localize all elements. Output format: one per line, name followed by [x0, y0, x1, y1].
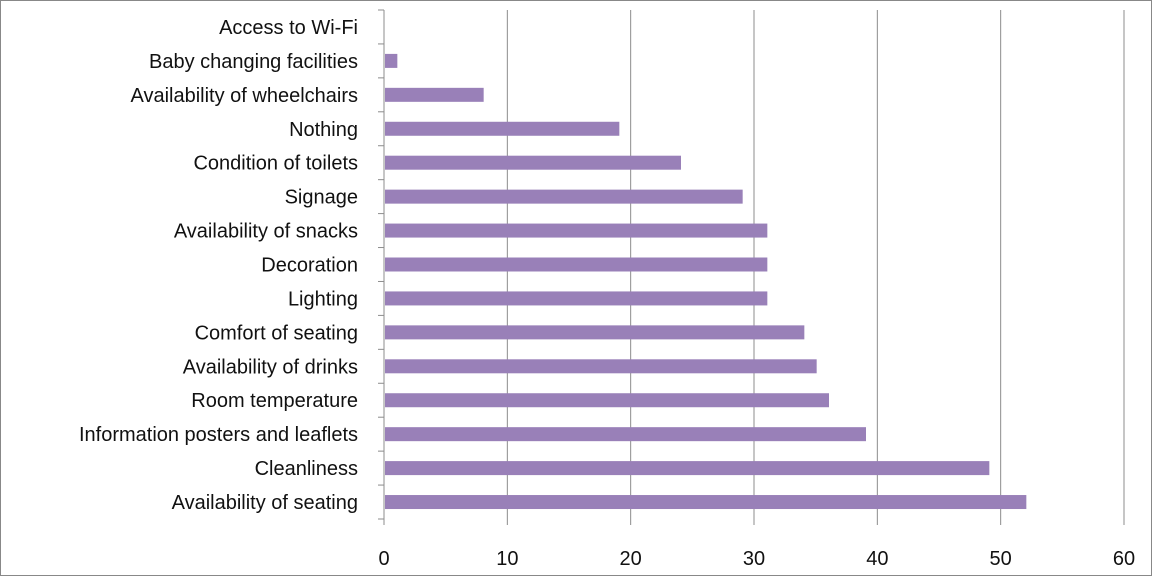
- category-label: Availability of snacks: [174, 221, 358, 243]
- bar: [385, 393, 829, 408]
- category-label: Information posters and leaflets: [79, 424, 358, 446]
- bar: [385, 359, 817, 374]
- bar: [385, 189, 743, 204]
- x-tick-labels: 0 10 20 30 40 50 60: [378, 548, 1135, 570]
- category-label: Baby changing facilities: [149, 51, 358, 73]
- bar: [385, 121, 620, 136]
- bar: [385, 427, 866, 442]
- x-tick-label: 0: [378, 548, 389, 570]
- x-tick-label: 60: [1113, 548, 1135, 570]
- category-label: Nothing: [289, 119, 358, 141]
- bar: [385, 223, 768, 238]
- axes: [378, 9, 385, 525]
- category-label: Cleanliness: [255, 458, 358, 480]
- x-tick-label: 10: [496, 548, 518, 570]
- bar: [385, 257, 768, 272]
- category-label: Lighting: [288, 288, 358, 310]
- category-label: Condition of toilets: [193, 153, 358, 175]
- bar: [385, 155, 681, 170]
- x-tick-label: 50: [990, 548, 1012, 570]
- category-label: Access to Wi-Fi: [219, 17, 358, 39]
- x-tick-label: 40: [866, 548, 888, 570]
- x-tick-label: 20: [620, 548, 642, 570]
- category-label: Availability of wheelchairs: [130, 85, 358, 107]
- category-labels: Availability of seating Cleanliness Inform…: [79, 17, 358, 514]
- bar: [385, 495, 1027, 510]
- category-label: Decoration: [261, 255, 358, 277]
- category-label: Room temperature: [191, 390, 358, 412]
- bar: [385, 291, 768, 306]
- bars: [385, 53, 1027, 510]
- category-label: Comfort of seating: [195, 322, 358, 344]
- bar: [385, 461, 990, 476]
- category-label: Signage: [285, 187, 358, 209]
- bar: [385, 53, 398, 68]
- x-tick-label: 30: [743, 548, 765, 570]
- bar: [385, 87, 484, 102]
- category-label: Availability of drinks: [183, 356, 358, 378]
- category-label: Availability of seating: [172, 492, 358, 514]
- bar: [385, 325, 805, 340]
